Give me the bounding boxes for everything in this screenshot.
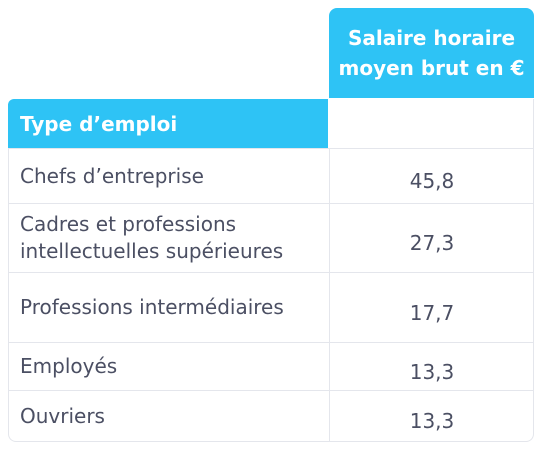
- column-header-salary-label: Salaire horaire moyen brut en €: [338, 26, 525, 80]
- row-value: 13,3: [329, 391, 534, 441]
- table-row: Cadres et professions intellectuelles su…: [8, 203, 534, 272]
- row-label: Employés: [20, 354, 118, 378]
- row-label: Professions intermédiaires: [20, 295, 284, 319]
- table-body-frame: [8, 148, 534, 442]
- row-value: 17,7: [329, 273, 534, 342]
- row-value-text: 17,7: [409, 300, 455, 325]
- row-value-text: 45,8: [409, 169, 455, 193]
- row-label: Cadres et professions intellectuelles su…: [20, 212, 284, 263]
- table-row: Professions intermédiaires 17,7: [8, 272, 534, 342]
- column-header-type: Type d’emploi: [8, 99, 328, 148]
- row-value-text: 13,3: [409, 409, 455, 433]
- table-row: Employés 13,3: [8, 342, 534, 390]
- row-value: 27,3: [329, 204, 534, 272]
- row-value-text: 27,3: [409, 231, 455, 255]
- row-value: 13,3: [329, 343, 534, 390]
- table-row: Chefs d’entreprise 45,8: [8, 148, 534, 203]
- row-value: 45,8: [329, 149, 534, 203]
- row-label: Chefs d’entreprise: [20, 163, 204, 188]
- row-label: Ouvriers: [20, 403, 105, 428]
- table-row: Ouvriers 13,3: [8, 390, 534, 441]
- header-empty-cell: [329, 99, 534, 148]
- column-header-type-label: Type d’emploi: [20, 111, 178, 136]
- row-value-text: 13,3: [409, 359, 455, 384]
- column-header-salary: Salaire horaire moyen brut en €: [329, 8, 534, 98]
